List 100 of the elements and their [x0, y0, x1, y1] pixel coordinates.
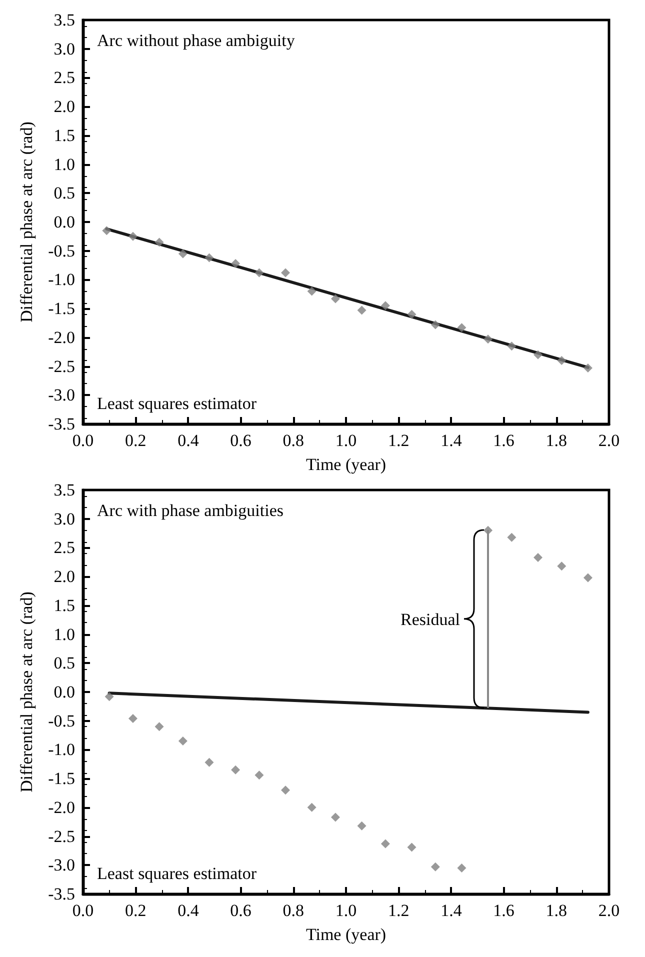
x-tick-label: 1.4 [440, 431, 462, 450]
x-tick-label: 0.2 [124, 431, 146, 450]
y-tick-label: -0.5 [48, 711, 75, 730]
text: Arc with phase ambiguities [97, 501, 284, 520]
point [357, 306, 366, 315]
x-tick-label: 0.4 [178, 901, 200, 920]
point [507, 532, 516, 542]
point [254, 770, 264, 780]
y-tick-label: -1.0 [48, 270, 75, 290]
x-tick-label: 1.0 [335, 431, 357, 450]
x-axis-title: Time (year) [306, 455, 386, 474]
point [154, 238, 164, 247]
x-tick-label: 0.0 [72, 901, 94, 920]
y-axis-title: Differential phase at arc (rad) [17, 122, 36, 322]
annotation: Least squares estimator [97, 864, 257, 883]
y-tick-label: 2.0 [54, 567, 75, 586]
y-tick-label: 0.5 [54, 184, 75, 203]
y-tick-label: 3.0 [54, 39, 75, 58]
y-tick-label: 3.5 [54, 10, 75, 30]
y-tick-label: 2.5 [54, 538, 75, 558]
point [128, 232, 138, 241]
y-tick-label: -2.0 [48, 798, 75, 817]
x-tick-label: 0.8 [282, 431, 304, 450]
point [307, 286, 316, 296]
point [430, 862, 440, 872]
y-tick-label: -3.0 [48, 386, 75, 405]
y-tick-label: 0.5 [54, 654, 75, 673]
text: Arc without phase ambiguity [97, 31, 296, 50]
x-tick-label: 1.4 [440, 901, 462, 920]
point [407, 310, 416, 319]
point [457, 323, 466, 332]
y-tick-label: 0.0 [54, 682, 75, 702]
point [330, 812, 340, 822]
point [457, 864, 466, 873]
x-tick-label: 1.0 [335, 901, 357, 920]
point [178, 249, 188, 258]
y-tick-label: -2.5 [48, 826, 75, 846]
point [204, 758, 214, 767]
point [507, 342, 516, 351]
y-tick-label: 2.5 [54, 68, 75, 88]
point [104, 692, 114, 702]
x-tick-label: 0.0 [72, 431, 94, 450]
point [178, 736, 188, 746]
y-tick-label: -3.5 [48, 884, 75, 904]
point [533, 350, 542, 360]
point [357, 821, 366, 830]
annotation: Residual [400, 610, 460, 629]
y-tick-label: -1.0 [48, 740, 75, 760]
y-tick-label: -1.5 [48, 299, 75, 318]
point [484, 334, 493, 344]
x-tick-label: 1.2 [388, 431, 410, 450]
annotation: Least squares estimator [97, 394, 257, 413]
x-tick-label: 1.8 [546, 431, 568, 450]
point [330, 294, 340, 304]
y-tick-label: 1.0 [54, 624, 75, 644]
x-tick-label: 2.0 [598, 901, 620, 920]
y-tick-label: -0.5 [48, 241, 75, 260]
point [533, 553, 542, 562]
point [557, 356, 566, 366]
y-tick-label: 1.5 [54, 126, 75, 145]
point [154, 722, 164, 732]
x-tick-label: 0.2 [124, 901, 146, 920]
point [204, 253, 214, 262]
y-tick-label: -3.5 [48, 414, 75, 434]
y-tick-label: 1.0 [54, 154, 75, 174]
x-axis-title: Time (year) [306, 925, 386, 944]
y-tick-label: -2.0 [48, 328, 75, 347]
y-tick-label: -3.0 [48, 856, 75, 875]
y-tick-label: 2.0 [54, 97, 75, 116]
point [583, 364, 592, 373]
x-tick-label: 0.6 [230, 901, 252, 920]
y-axis-title: Differential phase at arc (rad) [17, 592, 36, 792]
point [254, 268, 264, 278]
y-tick-label: 3.0 [54, 509, 75, 528]
point [231, 259, 240, 268]
point [430, 320, 440, 330]
point [102, 226, 112, 236]
point [128, 714, 138, 724]
point [407, 842, 416, 852]
point [281, 268, 290, 278]
x-tick-label: 0.4 [178, 431, 200, 450]
point [380, 839, 390, 848]
x-tick-label: 1.2 [388, 901, 410, 920]
x-tick-label: 0.8 [282, 901, 304, 920]
x-tick-label: 2.0 [598, 431, 620, 450]
point [231, 765, 240, 774]
point [380, 301, 390, 310]
x-tick-label: 1.6 [493, 431, 514, 450]
point [583, 573, 592, 582]
y-tick-label: -1.5 [48, 769, 75, 788]
y-tick-label: 0.0 [54, 212, 75, 232]
point [307, 802, 316, 812]
point [557, 562, 566, 571]
x-tick-label: 0.6 [230, 431, 252, 450]
point [281, 786, 290, 795]
y-tick-label: 3.5 [54, 480, 75, 500]
y-tick-label: -2.5 [48, 356, 75, 376]
x-tick-label: 1.8 [546, 901, 568, 920]
y-tick-label: 1.5 [54, 596, 75, 615]
x-tick-label: 1.6 [493, 901, 514, 920]
